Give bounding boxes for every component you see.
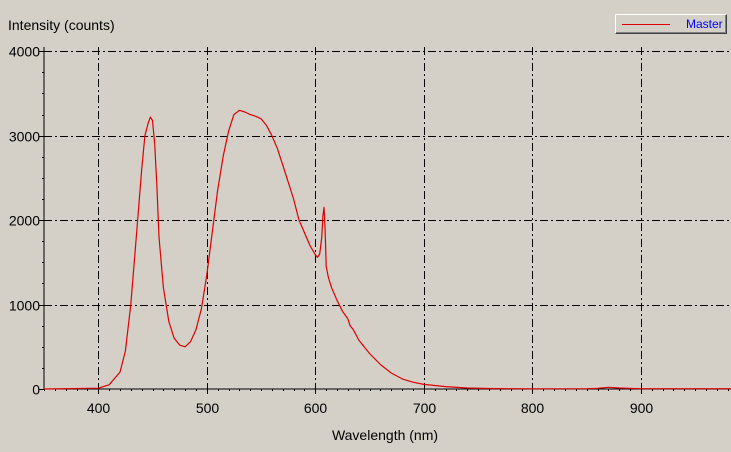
y-tick-label: 0	[32, 382, 40, 398]
tick-label-layer: 400 500 600 700 800 900 0 1000 2000 3000 4000	[9, 44, 654, 417]
legend[interactable]: Master	[615, 14, 727, 34]
axis-layer	[43, 47, 731, 390]
x-tick-label: 400	[87, 400, 111, 416]
legend-label-master: Master	[686, 17, 723, 31]
y-tick-label: 2000	[9, 213, 40, 229]
series-layer	[43, 109, 731, 390]
x-tick-label: 700	[413, 400, 437, 416]
x-tick-label: 500	[196, 400, 220, 416]
tick-layer	[39, 51, 729, 394]
x-tick-label: 800	[521, 400, 545, 416]
y-tick-label: 4000	[9, 44, 40, 60]
y-axis-title: Intensity (counts)	[8, 17, 115, 33]
x-tick-label: 600	[304, 400, 328, 416]
x-axis-title: Wavelength (nm)	[332, 427, 438, 443]
series-line-master	[43, 109, 731, 390]
legend-swatch-master	[622, 23, 670, 25]
x-tick-label: 900	[630, 400, 654, 416]
plot-area	[44, 47, 731, 389]
y-tick-label: 3000	[9, 129, 40, 145]
y-tick-label: 1000	[9, 298, 40, 314]
